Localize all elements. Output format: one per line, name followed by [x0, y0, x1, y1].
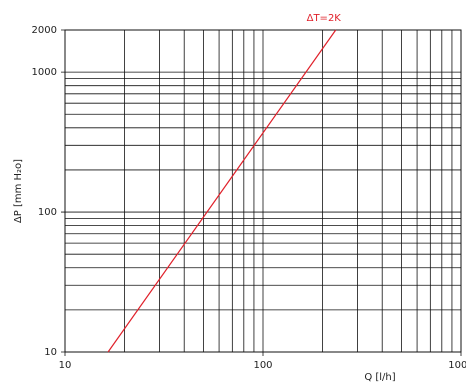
- y-tick-label: 100: [38, 207, 57, 218]
- x-axis-label: Q [l/h]: [364, 372, 395, 383]
- plot-frame: [64, 29, 462, 353]
- x-tick-label: 100: [253, 360, 272, 371]
- x-tick-label: 10: [59, 360, 72, 371]
- y-tick-label: 1000: [32, 67, 57, 78]
- y-tick-label: 10: [44, 347, 57, 358]
- y-axis-label: ΔP [mm H₂o]: [13, 159, 24, 223]
- y-tick-label: 2000: [32, 25, 57, 36]
- data-line: [107, 29, 337, 353]
- x-tick-label: 1000: [448, 360, 466, 371]
- series-label: ΔT=2K: [307, 13, 342, 24]
